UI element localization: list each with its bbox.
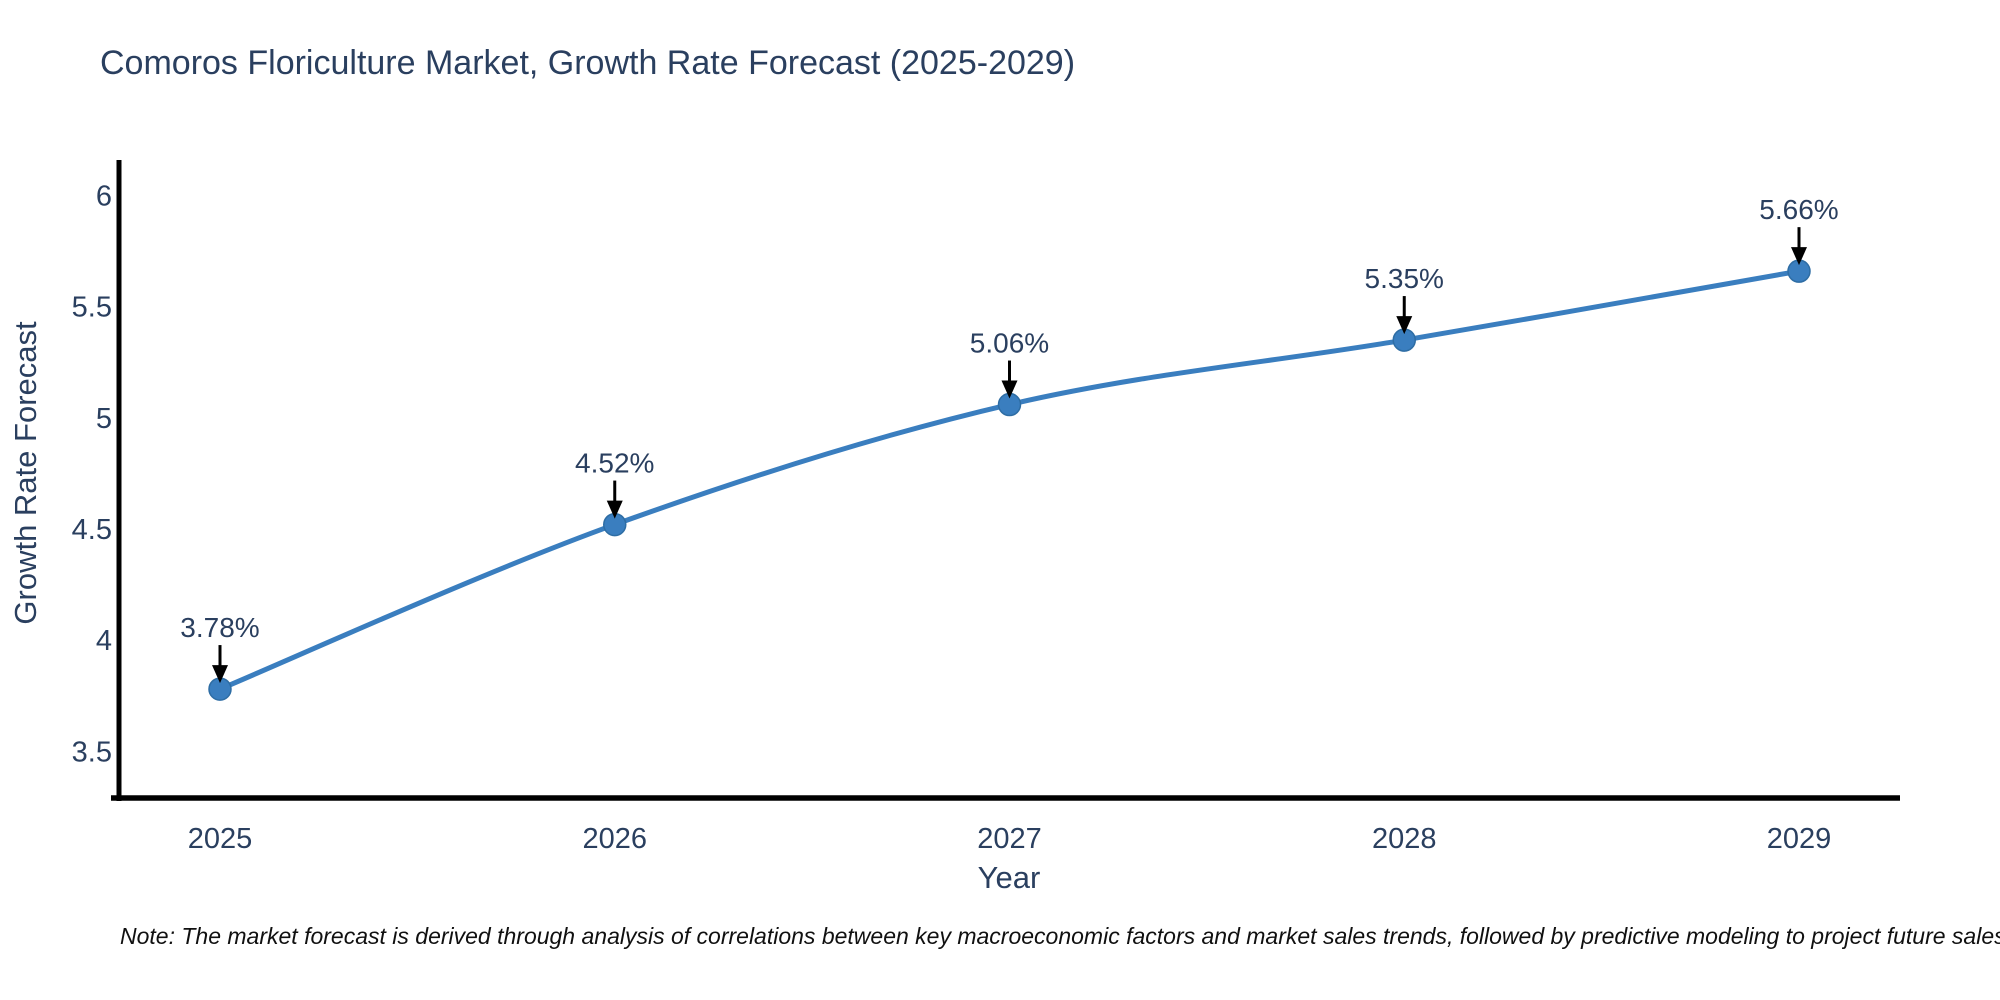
point-annotation-label: 3.78%	[180, 612, 259, 643]
x-tick-label: 2027	[977, 823, 1042, 855]
annotation-arrowhead	[1001, 380, 1018, 399]
y-tick-label: 6	[96, 181, 112, 213]
y-tick-label: 4.5	[72, 514, 112, 546]
x-tick-label: 2026	[582, 823, 647, 855]
annotation-arrowhead	[1791, 247, 1807, 266]
annotation-arrowhead	[606, 500, 623, 519]
chart-title: Comoros Floriculture Market, Growth Rate…	[100, 44, 1076, 82]
annotation-arrowhead	[1396, 316, 1413, 335]
point-annotation-label: 4.52%	[575, 448, 654, 479]
annotation-arrowhead	[212, 665, 228, 684]
point-annotation-label: 5.35%	[1365, 263, 1444, 294]
y-tick-label: 3.5	[72, 736, 112, 768]
y-tick-label: 5	[96, 403, 112, 435]
x-tick-label: 2029	[1767, 823, 1832, 855]
y-axis-title: Growth Rate Forecast	[8, 321, 43, 625]
y-tick-label: 5.5	[72, 292, 112, 324]
x-tick-label: 2028	[1372, 823, 1437, 855]
point-annotation-label: 5.06%	[970, 328, 1049, 359]
x-axis-title: Year	[977, 860, 1041, 895]
x-tick-label: 2025	[188, 823, 253, 855]
footnote: Note: The market forecast is derived thr…	[120, 923, 2000, 949]
point-annotation-label: 5.66%	[1759, 194, 1838, 225]
y-tick-label: 4	[96, 625, 112, 657]
